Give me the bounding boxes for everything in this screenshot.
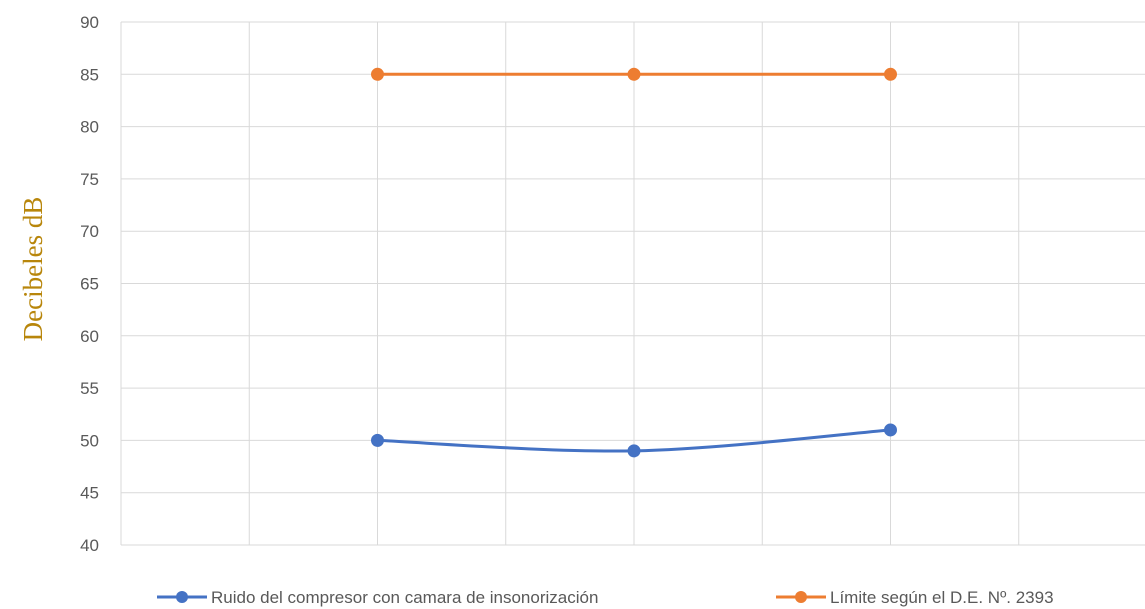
y-tick-label: 45 xyxy=(80,484,99,503)
y-tick-label: 65 xyxy=(80,275,99,294)
legend-label: Ruido del compresor con camara de insono… xyxy=(211,588,598,607)
data-point-series-1 xyxy=(627,444,641,458)
y-axis-label: Decibeles dB xyxy=(18,197,48,342)
data-point-series-2 xyxy=(884,67,897,81)
y-tick-label: 75 xyxy=(80,170,99,189)
grid-lines xyxy=(120,21,1145,546)
y-tick-label: 85 xyxy=(80,65,99,84)
y-tick-label: 80 xyxy=(80,118,99,137)
data-point-series-2 xyxy=(371,67,384,81)
legend-swatch-marker xyxy=(795,591,807,603)
series-group xyxy=(371,67,897,458)
data-point-series-1 xyxy=(371,433,384,447)
y-tick-label: 90 xyxy=(80,13,99,32)
y-tick-label: 50 xyxy=(80,431,99,450)
y-tick-label: 70 xyxy=(80,222,99,241)
legend-swatch-marker xyxy=(176,591,188,603)
y-tick-label: 40 xyxy=(80,536,99,555)
y-axis-ticks: 40 45 50 55 60 65 70 75 80 85 90 xyxy=(80,13,99,555)
legend: Ruido del compresor con camara de insono… xyxy=(157,588,1054,607)
y-tick-label: 55 xyxy=(80,379,99,398)
data-point-series-2 xyxy=(627,67,641,81)
y-tick-label: 60 xyxy=(80,327,99,346)
legend-label: Límite según el D.E. Nº. 2393 xyxy=(830,588,1054,607)
data-point-series-1 xyxy=(884,423,897,437)
